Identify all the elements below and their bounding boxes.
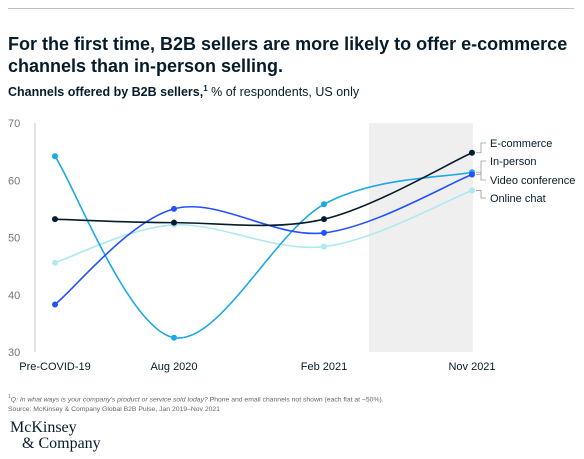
y-tick-label: 40 [8,290,20,302]
x-tick-label: Feb 2021 [301,361,347,373]
footnote: 1Q: In what ways is your company's produ… [8,392,384,415]
footnote-question-line: 1Q: In what ways is your company's produ… [8,392,384,405]
data-point [469,187,475,194]
mckinsey-logo: McKinsey & Company [10,420,101,452]
legend-connector [476,142,486,154]
subtitle-units: % of respondents, US only [211,85,360,100]
data-point [321,216,327,223]
data-point [321,201,327,208]
chart-title: For the first time, B2B sellers are more… [8,34,568,76]
data-point [171,205,177,212]
x-tick-label: Aug 2020 [150,361,197,373]
x-tick-label: Pre-COVID-19 [19,361,91,373]
data-point [171,334,177,341]
y-tick-label: 30 [8,347,20,359]
legend-label: Online chat [490,193,546,205]
data-point [52,259,58,266]
logo-line-1: McKinsey [10,419,77,436]
data-point [469,171,475,178]
series-line-in-person [54,173,473,306]
footnote-question: Q: In what ways is your company's produc… [10,396,208,404]
legend-connector [476,171,486,181]
series-line-video-conference [54,155,473,339]
legend-label: E-commerce [490,138,552,150]
series-line-online-chat [54,189,473,264]
data-point [321,229,327,236]
series-line-e-commerce [54,152,473,227]
legend-label: In-person [490,156,536,168]
data-point [52,301,58,308]
legend-label: Video conference [490,175,575,187]
logo-line-2: & Company [22,435,101,452]
footnote-note: Phone and email channels not shown (each… [209,396,384,404]
legend-connector [476,160,486,175]
chart-subtitle: Channels offered by B2B sellers,1 % of r… [8,84,359,99]
data-point [321,243,327,250]
y-tick-label: 60 [8,175,20,187]
footnote-source: Source: McKinsey & Company Global B2B Pu… [8,406,220,414]
line-chart: 30 40 50 60 70 Pre-COVID-19 Aug 2020 Feb 2021 N… [8,118,575,373]
subtitle-strong: Channels offered by B2B sellers, [8,85,204,100]
top-divider [8,8,574,9]
data-point [52,216,58,223]
legend-connector [476,190,486,199]
y-tick-label: 50 [8,233,20,245]
y-tick-label: 70 [8,118,20,130]
data-point [171,219,177,226]
x-tick-label: Nov 2021 [448,361,495,373]
data-point [469,149,475,156]
subtitle-footnote-mark: 1 [203,84,208,93]
data-point [52,153,58,160]
highlight-band [369,123,473,352]
footnote-mark: 1 [8,394,11,400]
